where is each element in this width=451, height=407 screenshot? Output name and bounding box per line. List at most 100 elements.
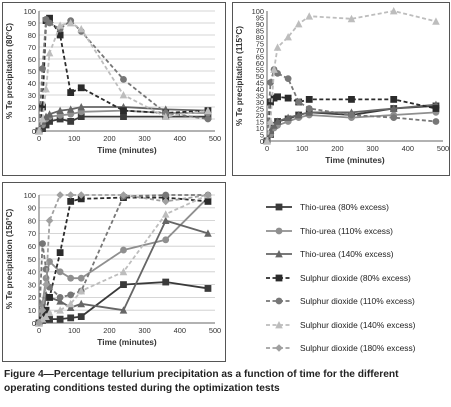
chart-80c-series-sulphur-dioxide-140-excess-point: [56, 21, 64, 29]
legend-item-thio-urea-80-excess: Thio-urea (80% excess): [264, 198, 450, 222]
chart-150c-x-tick-label: 300: [138, 326, 150, 335]
chart-150c-series-thio-urea-80-excess-point: [77, 313, 85, 320]
chart-150c-series-sulphur-dioxide-140-excess-point: [42, 312, 50, 320]
chart-115c-y-tick-label: 90: [256, 20, 264, 29]
chart-150c-series-thio-urea-140-excess-point: [204, 229, 212, 237]
chart-80c-y-tick-label: 30: [28, 91, 36, 100]
chart-115c-series-sulphur-dioxide-80-excess-point: [284, 94, 292, 102]
legend-label: Sulphur dioxide (180% excess): [300, 343, 416, 353]
chart-115c-series-sulphur-dioxide-140-excess-point: [389, 7, 398, 15]
chart-150c-series-sulphur-dioxide-180-excess-point: [45, 216, 54, 225]
chart-80c-y-tick-label: 70: [28, 43, 36, 52]
chart-80c-series-thio-urea-80-excess-point: [39, 125, 46, 132]
chart-80c-y-tick-label: 10: [28, 115, 36, 124]
chart-150c-series-sulphur-dioxide-80-excess-line: [38, 196, 209, 324]
chart-150c-series-thio-urea-80-excess-line: [38, 281, 209, 324]
legend-swatch: [266, 297, 292, 305]
chart-115c-series-sulphur-dioxide-110-excess-point: [295, 98, 303, 106]
figure-caption: Figure 4—Percentage tellurium precipitat…: [4, 368, 444, 395]
chart-80c-series-thio-urea-80-excess-point: [46, 118, 53, 125]
chart-115c-series-sulphur-dioxide-110-excess-point: [348, 111, 355, 119]
legend-swatch-marker: [275, 297, 283, 305]
chart-80c-series-sulphur-dioxide-80-excess-line: [38, 16, 209, 132]
chart-150c-series-sulphur-dioxide-180-excess-point: [77, 191, 86, 199]
chart-115c-series-sulphur-dioxide-140-excess-point: [263, 137, 271, 145]
chart-80c-series-thio-urea-80-excess-point: [77, 113, 85, 120]
chart-150c-x-axis-title: Time (minutes): [97, 337, 157, 347]
chart-150c-series-thio-urea-80-excess-point: [120, 281, 127, 288]
legend-item-thio-urea-140-excess: Thio-urea (140% excess): [264, 245, 450, 269]
chart-150c-y-tick-label: 50: [28, 255, 36, 264]
chart-80c-series-sulphur-dioxide-140-excess-point: [66, 19, 75, 27]
chart-115c-y-tick-label: 100: [252, 7, 264, 16]
chart-80c-series-thio-urea-140-excess-point: [45, 110, 54, 118]
legend-item-sulphur-dioxide-110-excess: Sulphur dioxide (110% excess): [264, 292, 450, 316]
chart-115c-series-sulphur-dioxide-140-excess-line: [266, 10, 437, 142]
chart-150c-series-sulphur-dioxide-180-excess-point: [38, 306, 47, 314]
chart-115c-y-tick-label: 15: [256, 117, 264, 126]
chart-150c-x-tick-label: 100: [68, 326, 80, 335]
chart-150c-x-tick-label: 0: [37, 326, 41, 335]
chart-150c-series-sulphur-dioxide-110-excess-line: [38, 194, 208, 324]
chart-80c-y-tick-label: 50: [28, 67, 36, 76]
legend-label: Thio-urea (110% excess): [300, 225, 393, 236]
chart-150c-y-tick-label: 90: [28, 204, 36, 213]
chart-80c-x-tick-label: 0: [37, 134, 41, 143]
chart-80c-series-sulphur-dioxide-140-excess-point: [77, 25, 86, 33]
chart-150c-y-tick-label: 100: [24, 191, 36, 200]
chart-115c-y-tick-label: 45: [256, 78, 264, 87]
chart-115c-x-axis-title: Time (minutes): [325, 155, 385, 165]
chart-80c-series-sulphur-dioxide-110-excess-point: [46, 19, 53, 27]
chart-115c-series-sulphur-dioxide-110-excess-point: [390, 114, 398, 121]
chart-150c-series-sulphur-dioxide-80-excess-point: [56, 249, 64, 256]
chart-80c-x-tick-label: 100: [68, 134, 80, 143]
chart-80c-series-sulphur-dioxide-140-excess-point: [119, 91, 128, 99]
chart-115c-series-sulphur-dioxide-140-excess-point: [273, 43, 282, 51]
chart-80c-series-thio-urea-140-excess-point: [56, 106, 64, 114]
chart-80c-series-sulphur-dioxide-140-excess-point: [38, 115, 47, 123]
chart-115c-y-tick-label: 70: [256, 46, 264, 55]
chart-150c-series-sulphur-dioxide-140-excess: [35, 191, 212, 327]
legend-swatch-marker: [275, 274, 283, 281]
chart-115c-series-sulphur-dioxide-110-excess-point: [267, 79, 274, 86]
chart-150c-y-tick-label: 0: [32, 319, 36, 328]
chart-115c-series-thio-urea-140-excess-point: [389, 104, 398, 112]
legend-swatch-marker: [275, 227, 283, 234]
chart-150c-y-tick-label: 80: [28, 216, 36, 225]
chart-115c-x-tick-label: 300: [366, 144, 378, 153]
chart-115c-x-tick-label: 200: [331, 144, 343, 153]
chart-80c-series-thio-urea-140-excess-point: [66, 105, 75, 113]
chart-115c-series-sulphur-dioxide-140-excess-point: [266, 117, 275, 125]
chart-80c-y-tick-label: 100: [24, 7, 36, 16]
chart-80c-series-sulphur-dioxide-110-excess-point: [120, 76, 127, 83]
chart-115c-series-sulphur-dioxide-140-excess-point: [294, 20, 303, 28]
chart-115c-series-sulphur-dioxide-80-excess-point: [348, 96, 355, 103]
chart-115c-y-tick-label: 40: [256, 85, 264, 94]
chart-legend: Thio-urea (80% excess) Thio-urea (110% ex…: [264, 198, 450, 363]
chart-150c-series-thio-urea-140-excess-point: [66, 303, 75, 312]
chart-115c-svg: 0510152025303540455055606570758085909510…: [235, 7, 449, 165]
chart-150c-series-thio-urea-80-excess-point: [204, 285, 212, 292]
chart-150c-series-thio-urea-140-excess-point: [77, 299, 86, 308]
chart-150c-x-tick-label: 400: [174, 326, 186, 335]
chart-115c-y-tick-label: 75: [256, 39, 264, 48]
chart-80c-series-sulphur-dioxide-110-excess-point: [39, 65, 46, 72]
chart-115c-series-sulphur-dioxide-140-excess: [263, 7, 440, 145]
chart-150c-series-sulphur-dioxide-80-excess-point: [77, 195, 85, 203]
chart-80c-series-thio-urea-140-excess-point: [77, 103, 86, 111]
chart-115c-y-tick-label: 50: [256, 72, 264, 81]
legend-swatch: [266, 227, 292, 234]
chart-150c-series-sulphur-dioxide-180-excess-point: [119, 191, 128, 199]
chart-115c-y-tick-label: 25: [256, 104, 264, 113]
chart-115c-series-sulphur-dioxide-110-excess-line: [266, 67, 437, 142]
chart-150c-series-thio-urea-80-excess-point: [46, 315, 53, 323]
chart-80c-series-sulphur-dioxide-110-excess-point: [204, 115, 212, 123]
chart-80c-y-tick-label: 20: [28, 103, 36, 112]
chart-150c-series-sulphur-dioxide-80-excess-point: [204, 198, 212, 205]
legend-swatch-marker: [275, 203, 283, 211]
chart-80c-series-sulphur-dioxide-80-excess-point: [67, 89, 75, 96]
chart-115c-series-thio-urea-140-excess-point: [294, 111, 303, 119]
chart-80c-x-tick-label: 400: [174, 134, 186, 143]
chart-80c-y-tick-label: 60: [28, 55, 36, 64]
chart-80c-y-axis-title: % Te precipitation (80°C): [5, 23, 14, 119]
